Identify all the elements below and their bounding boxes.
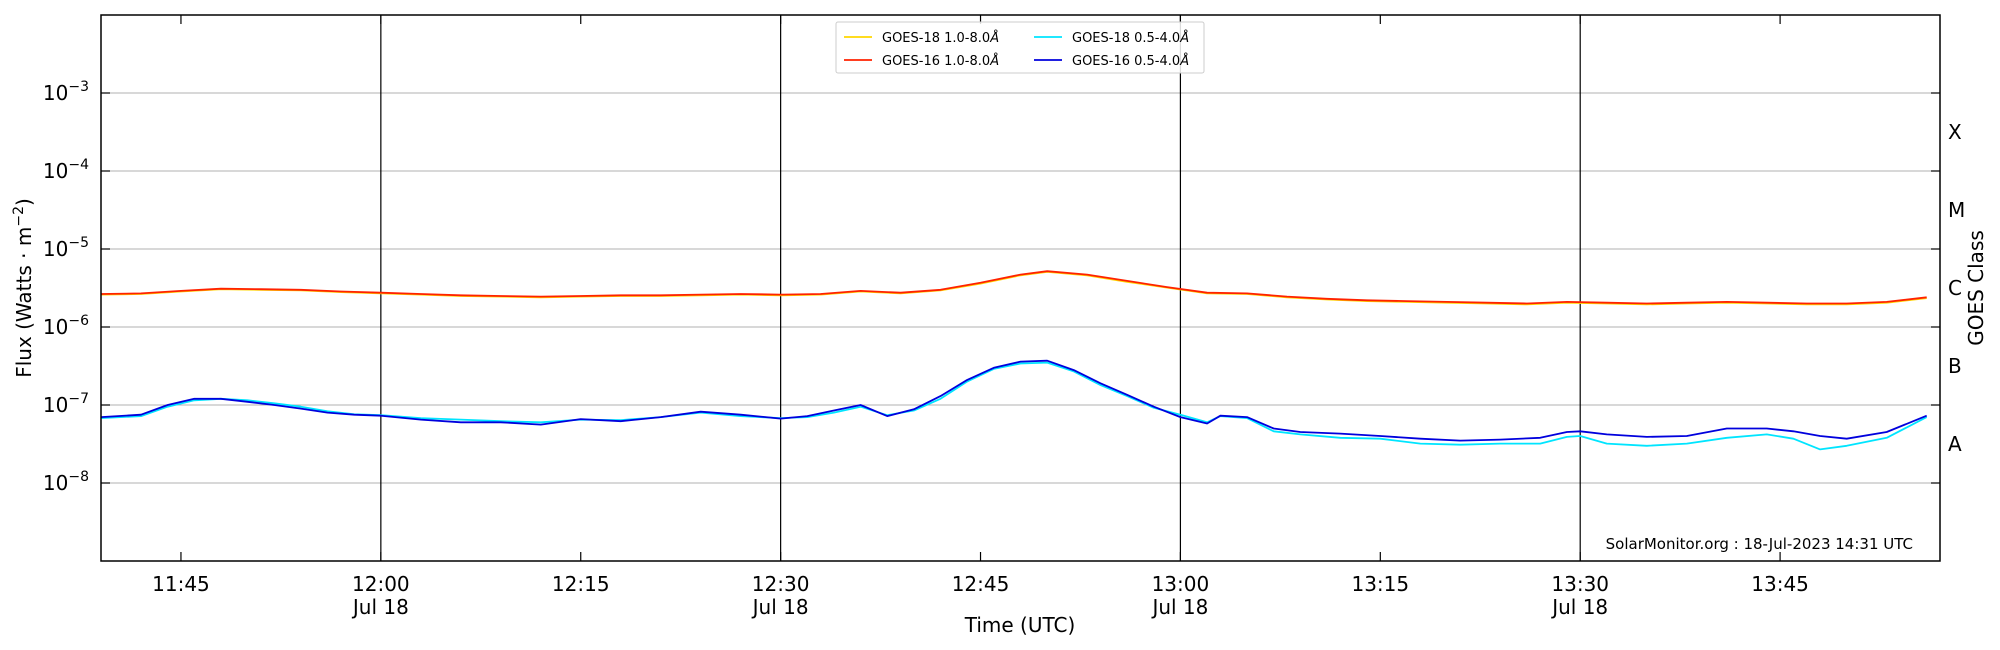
- legend-item: GOES-18 1.0-8.0Å: [844, 30, 999, 46]
- goes-class-a: A: [1948, 432, 1962, 456]
- legend-label: GOES-16 0.5-4.0Å: [1072, 53, 1189, 69]
- legend-label: GOES-18 0.5-4.0Å: [1072, 30, 1189, 46]
- y-tick-label: 10−5: [43, 235, 89, 261]
- legend-label: GOES-16 1.0-8.0Å: [882, 53, 999, 69]
- day-lines: [380, 15, 1581, 561]
- x-tick-date-label: Jul 18: [1150, 595, 1208, 619]
- x-tick-label: 12:45: [952, 572, 1010, 596]
- plot-frame: [100, 14, 1941, 562]
- series-lines: [100, 270, 1928, 451]
- y-axis-title: Flux (Watts · m−2): [11, 198, 36, 378]
- goes-class-m: M: [1948, 198, 1965, 222]
- x-tick-label: 12:15: [552, 572, 610, 596]
- y-tick-label: 10−3: [43, 79, 89, 105]
- x-axis-title: Time (UTC): [964, 613, 1076, 637]
- goes-class-labels: A B C M X: [1948, 120, 1965, 456]
- x-tick-date-label: Jul 18: [351, 595, 409, 619]
- legend-box: [835, 21, 1205, 74]
- x-tick-label: 13:00: [1152, 572, 1210, 596]
- x-tick-label: 13:15: [1351, 572, 1409, 596]
- series-line-3: [100, 359, 1928, 442]
- y-tick-label: 10−4: [43, 157, 89, 183]
- goes-class-c: C: [1948, 276, 1962, 300]
- x-tick-label: 11:45: [152, 572, 210, 596]
- y-tick-label: 10−8: [43, 469, 89, 495]
- x-tick-date-label: Jul 18: [751, 595, 809, 619]
- grid-lines: [101, 92, 1940, 484]
- x-tick-date-label: Jul 18: [1550, 595, 1608, 619]
- x-tick-label: 13:45: [1751, 572, 1809, 596]
- legend-item: GOES-16 0.5-4.0Å: [1034, 53, 1189, 69]
- y-tick-label: 10−6: [43, 313, 89, 339]
- goes-class-b: B: [1948, 354, 1962, 378]
- legend-item: GOES-16 1.0-8.0Å: [844, 53, 999, 69]
- legend-item: GOES-18 0.5-4.0Å: [1034, 30, 1189, 46]
- x-tick-label: 13:30: [1551, 572, 1609, 596]
- credit-text: SolarMonitor.org : 18-Jul-2023 14:31 UTC: [1606, 535, 1913, 553]
- series-line-1: [100, 270, 1927, 305]
- legend: GOES-18 1.0-8.0Å GOES-16 1.0-8.0Å GOES-18 …: [835, 21, 1205, 74]
- x-tick-label: 12:30: [752, 572, 810, 596]
- y2-axis-title: GOES Class: [1964, 230, 1988, 346]
- legend-label: GOES-18 1.0-8.0Å: [882, 30, 999, 46]
- goes-class-x: X: [1948, 120, 1962, 144]
- y-tick-label: 10−7: [43, 391, 89, 417]
- x-tick-label: 12:00: [352, 572, 410, 596]
- y-axis-ticks: 10−8 10−7 10−6 10−5 10−4 10−3: [43, 79, 1940, 495]
